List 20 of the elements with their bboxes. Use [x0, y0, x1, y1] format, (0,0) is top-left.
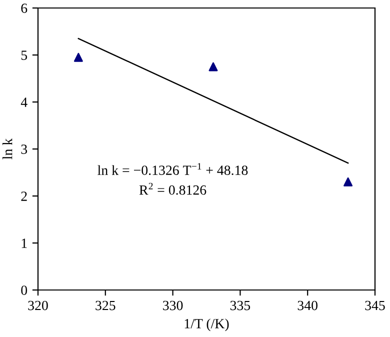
y-tick-label: 5	[21, 50, 28, 60]
y-tick-label: 0	[21, 286, 28, 295]
point	[74, 52, 83, 62]
point	[208, 62, 218, 72]
annotation: R$^{2}$ = 0.8126	[139, 182, 206, 195]
y-tick-label: 3	[21, 144, 28, 154]
x-tick-label: 340	[298, 300, 318, 310]
x-tick-label: 330	[163, 300, 183, 310]
x-axis-title: 1/T (/K)	[184, 318, 229, 332]
annotation: ln k = −0.1326 T$^{−1}$ + 48.18	[98, 163, 248, 176]
x-tick-label: 320	[28, 300, 48, 310]
x-tick-label: 335	[230, 300, 250, 310]
x-tick-label: 345	[365, 300, 385, 310]
y-tick-label: 2	[21, 192, 27, 201]
y-tick-label: 4	[20, 98, 28, 107]
y-axis-title: ln k	[2, 138, 12, 160]
x-tick-label: 325	[96, 300, 116, 310]
point	[344, 177, 353, 186]
y-tick-label: 6	[21, 4, 28, 13]
y-tick-label: 1	[22, 238, 27, 248]
